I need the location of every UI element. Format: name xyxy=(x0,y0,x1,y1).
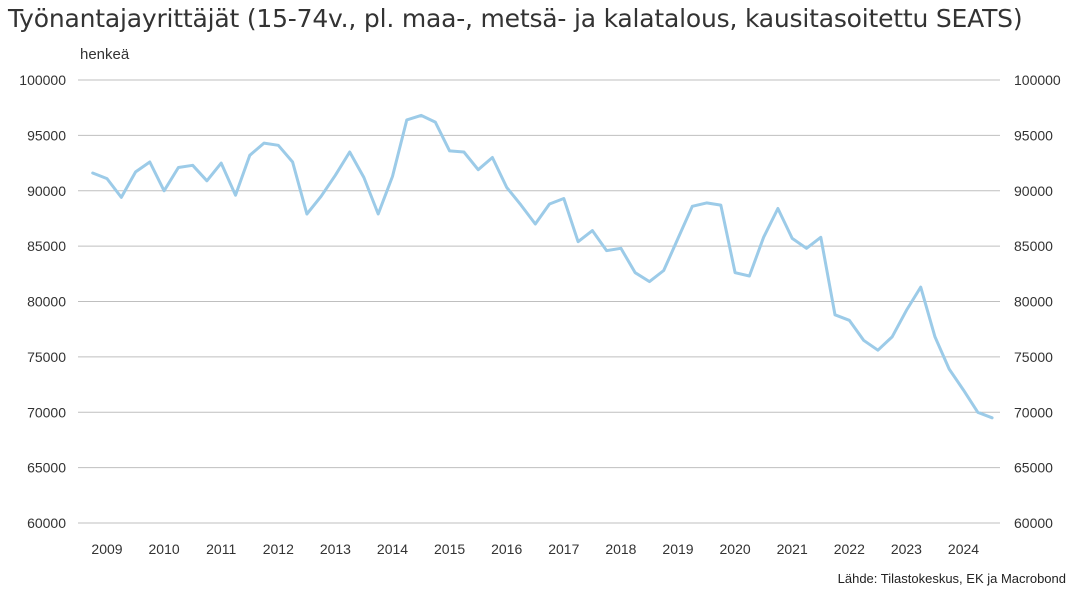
source-note: Lähde: Tilastokeskus, EK ja Macrobond xyxy=(837,571,1066,586)
chart-title: Työnantajayrittäjät (15-74v., pl. maa-, … xyxy=(8,4,1023,33)
x-tick-label: 2017 xyxy=(548,541,579,557)
y-tick-label-right: 75000 xyxy=(1014,349,1053,365)
y-tick-label-right: 70000 xyxy=(1014,404,1053,420)
x-tick-label: 2010 xyxy=(149,541,180,557)
y-tick-label-left: 90000 xyxy=(27,183,66,199)
y-tick-label-left: 85000 xyxy=(27,238,66,254)
y-tick-label-right: 60000 xyxy=(1014,515,1053,531)
y-tick-label-left: 60000 xyxy=(27,515,66,531)
x-tick-label: 2024 xyxy=(948,541,979,557)
y-tick-label-left: 65000 xyxy=(27,460,66,476)
y-tick-label-right: 100000 xyxy=(1014,72,1061,88)
y-tick-label-left: 100000 xyxy=(19,72,66,88)
x-tick-label: 2021 xyxy=(777,541,808,557)
x-tick-label: 2012 xyxy=(263,541,294,557)
y-axis-unit-label: henkeä xyxy=(80,46,130,63)
x-tick-label: 2014 xyxy=(377,541,408,557)
y-tick-label-left: 70000 xyxy=(27,404,66,420)
y-tick-label-right: 65000 xyxy=(1014,460,1053,476)
y-tick-label-right: 90000 xyxy=(1014,183,1053,199)
y-tick-label-right: 85000 xyxy=(1014,238,1053,254)
x-tick-label: 2023 xyxy=(891,541,922,557)
x-tick-label: 2015 xyxy=(434,541,465,557)
series-line xyxy=(91,113,994,420)
x-tick-label: 2011 xyxy=(206,541,236,557)
y-tick-label-left: 80000 xyxy=(27,294,66,310)
y-tick-label-left: 75000 xyxy=(27,349,66,365)
x-tick-label: 2019 xyxy=(662,541,693,557)
x-tick-label: 2022 xyxy=(834,541,865,557)
y-tick-label-right: 95000 xyxy=(1014,127,1053,143)
x-tick-label: 2018 xyxy=(605,541,636,557)
x-tick-label: 2009 xyxy=(91,541,122,557)
y-tick-label-right: 80000 xyxy=(1014,294,1053,310)
y-tick-label-left: 95000 xyxy=(27,127,66,143)
x-tick-label: 2013 xyxy=(320,541,351,557)
x-tick-label: 2020 xyxy=(720,541,751,557)
x-tick-label: 2016 xyxy=(491,541,522,557)
